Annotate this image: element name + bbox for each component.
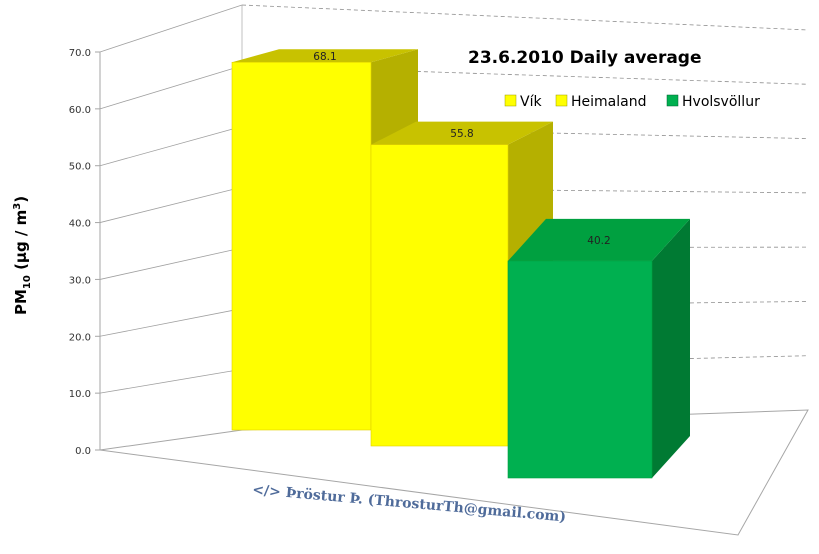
y-tick-labels: 0.0 10.0 20.0 30.0 40.0 50.0 60.0 70.0 [69,48,100,457]
gridline-left [99,126,243,167]
bar-front-hvolsvollur [507,260,653,479]
bar-hvolsvollur [507,218,690,479]
y-axis-label-close: ) [12,196,30,203]
legend-label-hvolsvollur: Hvolsvöllur [682,94,760,110]
gridline-left [99,65,243,110]
y-axis-label-unit: (µg / m [12,210,30,275]
bar-front-heimaland [370,144,509,447]
y-tick-label: 20.0 [69,332,91,343]
legend-swatch-vik [504,94,517,107]
bar-top-heimaland [371,121,553,145]
y-tick-label: 30.0 [69,275,91,286]
y-axis-label: PM10 (µg / m3) [12,196,33,315]
data-label-hvolsvollur: 40.2 [587,235,610,247]
y-axis-label-main: PM [12,289,30,315]
gridline-left [99,368,243,394]
y-axis-label-sub: 10 [22,275,33,289]
bars [231,49,690,479]
y-tick-label: 60.0 [69,105,91,116]
gridline-left [99,186,243,223]
y-tick-label: 70.0 [69,48,91,59]
y-tick-label: 0.0 [75,446,91,457]
gridline-left [99,247,243,280]
bar-side-hvolsvollur [652,218,690,479]
legend: Vík Heimaland Hvolsvöllur [504,94,760,110]
bar-top-hvolsvollur [508,218,690,261]
y-axis-label-sup: 3 [12,203,23,210]
legend-swatch-hvolsvollur [666,94,679,107]
legend-swatch-heimaland [555,94,568,107]
gridline-left [99,4,243,53]
y-tick-label: 40.0 [69,219,91,230]
y-tick-label: 50.0 [69,162,91,173]
legend-label-heimaland: Heimaland [571,94,646,110]
gridline-back [241,4,809,31]
gridline-left [99,308,243,337]
bar-heimaland [370,121,553,447]
bar-top-vik [232,49,418,63]
chart-title: 23.6.2010 Daily average [468,48,702,68]
data-labels: 68.1 55.8 40.2 [313,51,610,247]
data-label-heimaland: 55.8 [450,128,473,140]
legend-label-vik: Vík [520,94,542,110]
y-tick-label: 10.0 [69,389,91,400]
data-label-vik: 68.1 [313,51,336,63]
bar-front-vik [231,61,372,431]
